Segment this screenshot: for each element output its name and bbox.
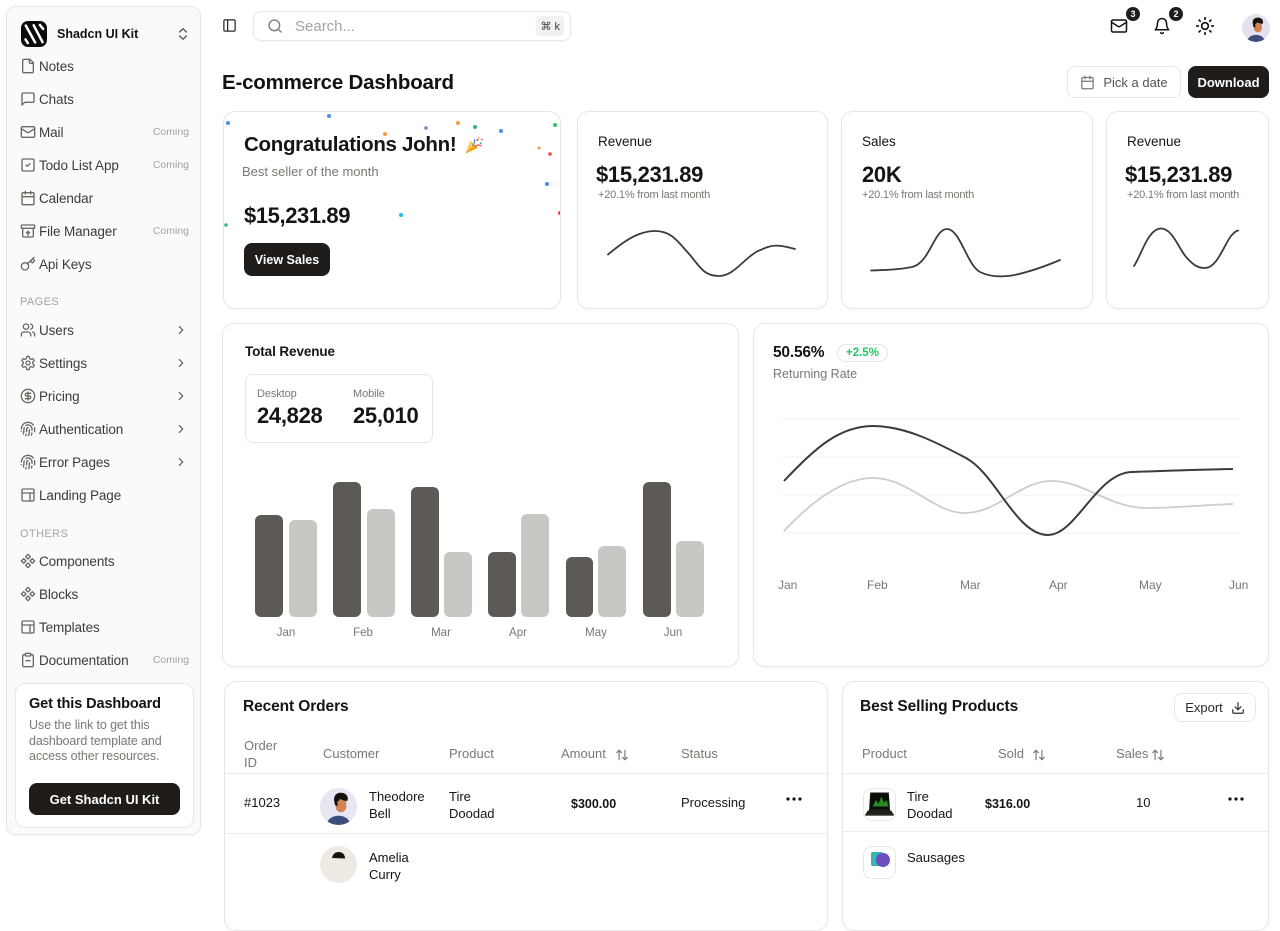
- svg-text:Jun: Jun: [664, 627, 683, 639]
- svg-text:Apr: Apr: [509, 627, 527, 639]
- svg-text:Jan: Jan: [277, 627, 296, 639]
- svg-text:May: May: [585, 627, 607, 639]
- svg-text:Feb: Feb: [353, 627, 373, 639]
- svg-text:Mar: Mar: [431, 627, 451, 639]
